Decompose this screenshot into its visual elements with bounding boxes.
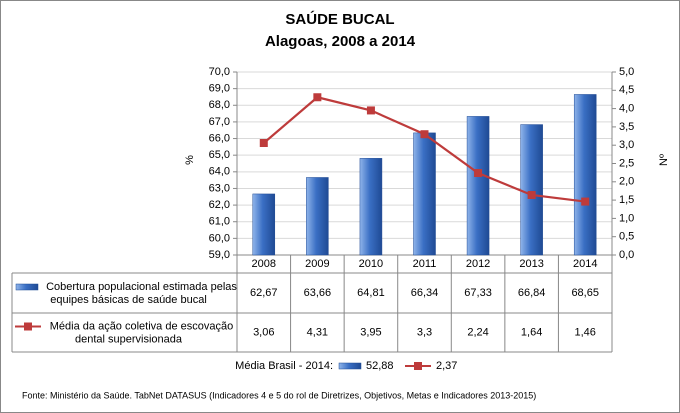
line-marker bbox=[581, 197, 590, 206]
table-value: 64,81 bbox=[357, 287, 385, 299]
table-value: 66,34 bbox=[411, 287, 439, 299]
table-value: 68,65 bbox=[571, 287, 599, 299]
reference-value: 2,37 bbox=[436, 360, 457, 372]
y2-tick-label: 1,5 bbox=[619, 194, 634, 206]
table-value: 63,66 bbox=[304, 287, 332, 299]
x-tick-label: 2009 bbox=[305, 258, 329, 270]
bar bbox=[466, 116, 490, 256]
reference-value: 52,88 bbox=[366, 360, 394, 372]
y2-tick-label: 3,5 bbox=[619, 121, 634, 133]
y-tick-label: 70,0 bbox=[209, 66, 230, 78]
bar bbox=[359, 158, 383, 256]
y2-tick-label: 0,0 bbox=[619, 249, 634, 261]
bar bbox=[306, 177, 329, 256]
table-value: 62,67 bbox=[250, 287, 278, 299]
y-tick-label: 69,0 bbox=[209, 83, 230, 95]
y2-tick-label: 2,5 bbox=[619, 157, 634, 169]
y-tick-label: 66,0 bbox=[209, 132, 230, 144]
y-tick-label: 63,0 bbox=[209, 182, 230, 194]
table-value: 4,31 bbox=[307, 326, 328, 338]
x-tick-label: 2014 bbox=[573, 258, 597, 270]
y2-tick-label: 0,5 bbox=[619, 231, 634, 243]
x-tick-label: 2010 bbox=[359, 258, 383, 270]
bar bbox=[573, 94, 597, 256]
source: Fonte: Ministério da Saúde. TabNet DATAS… bbox=[22, 390, 536, 400]
y2-tick-label: 2,0 bbox=[619, 176, 634, 188]
reference-bar-icon bbox=[338, 362, 362, 370]
line-marker bbox=[313, 93, 322, 102]
table-value: 3,3 bbox=[417, 326, 432, 338]
table-value: 3,06 bbox=[253, 326, 274, 338]
y-tick-label: 67,0 bbox=[209, 116, 230, 128]
table-value: 2,24 bbox=[467, 326, 488, 338]
bar bbox=[413, 132, 436, 256]
legend-icon bbox=[24, 322, 32, 331]
y-tick-label: 62,0 bbox=[209, 199, 230, 211]
line-marker bbox=[474, 169, 483, 178]
line-marker bbox=[527, 190, 536, 199]
legend-label: Cobertura populacional estimada pelas equ… bbox=[46, 281, 237, 306]
y-tick-label: 64,0 bbox=[209, 166, 230, 178]
line-marker bbox=[259, 139, 268, 148]
table-value: 67,33 bbox=[464, 287, 492, 299]
bar bbox=[252, 193, 276, 256]
table-value: 3,95 bbox=[360, 326, 381, 338]
y2-tick-label: 4,5 bbox=[619, 84, 634, 96]
y-tick-label: 60,0 bbox=[209, 232, 230, 244]
y-tick-label: 68,0 bbox=[209, 99, 230, 111]
table-value: 1,64 bbox=[521, 326, 542, 338]
x-tick-label: 2008 bbox=[252, 258, 276, 270]
y-axis-label: % bbox=[184, 155, 196, 165]
x-tick-label: 2012 bbox=[466, 258, 490, 270]
table-value: 1,46 bbox=[575, 326, 596, 338]
y-tick-label: 65,0 bbox=[209, 149, 230, 161]
table-value: 66,84 bbox=[518, 287, 546, 299]
legend-label: Média da ação coletiva de escovação denta… bbox=[50, 320, 233, 345]
x-tick-label: 2013 bbox=[519, 258, 543, 270]
x-tick-label: 2011 bbox=[413, 258, 437, 270]
y2-tick-label: 5,0 bbox=[619, 66, 634, 78]
chart-subtitle: Alagoas, 2008 a 2014 bbox=[265, 33, 416, 50]
line-marker bbox=[366, 106, 375, 115]
bar bbox=[520, 124, 543, 256]
line-marker bbox=[420, 130, 429, 139]
reference-label: Média Brasil - 2014: bbox=[235, 360, 333, 372]
y2-tick-label: 3,0 bbox=[619, 139, 634, 151]
y2-axis-label: Nº bbox=[658, 154, 670, 166]
legend-icon bbox=[15, 283, 39, 291]
y-tick-label: 59,0 bbox=[209, 249, 230, 261]
reference-line-marker bbox=[414, 362, 422, 370]
y2-tick-label: 4,0 bbox=[619, 103, 634, 115]
y2-tick-label: 1,0 bbox=[619, 212, 634, 224]
chart-title: SAÚDE BUCAL bbox=[285, 10, 394, 28]
y-tick-label: 61,0 bbox=[209, 216, 230, 228]
